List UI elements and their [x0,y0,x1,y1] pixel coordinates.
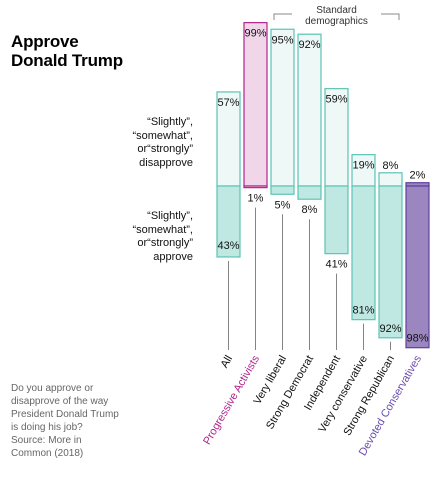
value-label-approve-independent: 41% [325,259,347,271]
bar-disapprove-strong-republican [378,172,403,187]
bar-approve-very-conservative [351,185,376,321]
value-label-disapprove-strong-republican: 8% [383,160,399,172]
value-label-approve-strong-republican: 92% [379,323,401,335]
value-label-disapprove-very-conservative: 19% [352,160,374,172]
disapprove-note-line-3: or“strongly” [137,143,193,155]
approve-note-line-4: approve [153,250,193,263]
bar-approve-very-liberal [270,185,295,195]
chart-title-line-2: Donald Trump [11,51,123,70]
bracket-left-arm [273,13,292,20]
category-label-very-conservative: Very conservative [316,354,370,435]
category-label-all: All [219,354,236,371]
value-label-disapprove-devoted-conservatives: 2% [410,170,426,182]
value-label-disapprove-strong-democrat: 92% [298,39,320,51]
source-line-6: Common (2018) [11,448,84,459]
value-label-approve-progressive-activists: 1% [248,193,264,205]
approve-note-line-3: or“strongly” [137,237,193,249]
approve-note: “Slightly”, “somewhat”, or“strongly” app… [43,210,193,264]
source-line-1: Do you approve or [11,383,94,394]
source-line-2: disapprove of the way [11,396,109,407]
bracket-label-line-2: demographics [305,16,368,27]
bar-approve-all [216,185,241,258]
bar-disapprove-very-liberal [270,28,295,187]
value-label-disapprove-progressive-activists: 99% [244,28,266,40]
source-line-3: President Donald Trump [11,409,119,420]
value-label-approve-very-conservative: 81% [352,305,374,317]
value-label-disapprove-all: 57% [217,97,239,109]
bar-approve-progressive-activists [243,185,268,189]
value-label-approve-devoted-conservatives: 98% [406,333,428,345]
value-label-disapprove-independent: 59% [325,94,347,106]
bar-disapprove-progressive-activists [243,22,268,187]
value-label-approve-strong-democrat: 8% [302,204,318,216]
value-label-approve-all: 43% [217,240,239,252]
bracket-label-line-1: Standard [316,5,357,16]
bar-approve-strong-republican [378,185,403,339]
value-label-disapprove-very-liberal: 95% [271,34,293,46]
bar-disapprove-strong-democrat [297,33,322,187]
value-label-approve-very-liberal: 5% [275,199,291,211]
approve-note-line-1: “Slightly”, [147,210,193,222]
bracket-right-arm [381,13,400,20]
disapprove-note-line-4: disapprove [139,156,193,169]
approve-note-line-2: “somewhat”, [132,223,193,236]
source-line-5: Source: More in [11,435,82,446]
bars-group: 57% 43% 99% 1% 95% 5% 92% 8% 59% 41% 19% 81% 8% 92% 2%… [216,22,430,350]
disapprove-note-line-1: “Slightly”, [147,116,193,128]
bar-approve-independent [324,185,349,255]
source-note: Do you approve or disapprove of the way … [11,382,141,460]
bar-approve-strong-democrat [297,185,322,200]
disapprove-note: “Slightly”, “somewhat”, or“strongly” dis… [43,116,193,170]
chart-title-line-1: Approve [11,32,79,51]
source-line-4: is doing his job? [11,422,83,433]
chart-title: Approve Donald Trump [11,32,211,70]
disapprove-note-line-2: “somewhat”, [132,129,193,142]
bar-approve-devoted-conservatives [405,185,430,349]
